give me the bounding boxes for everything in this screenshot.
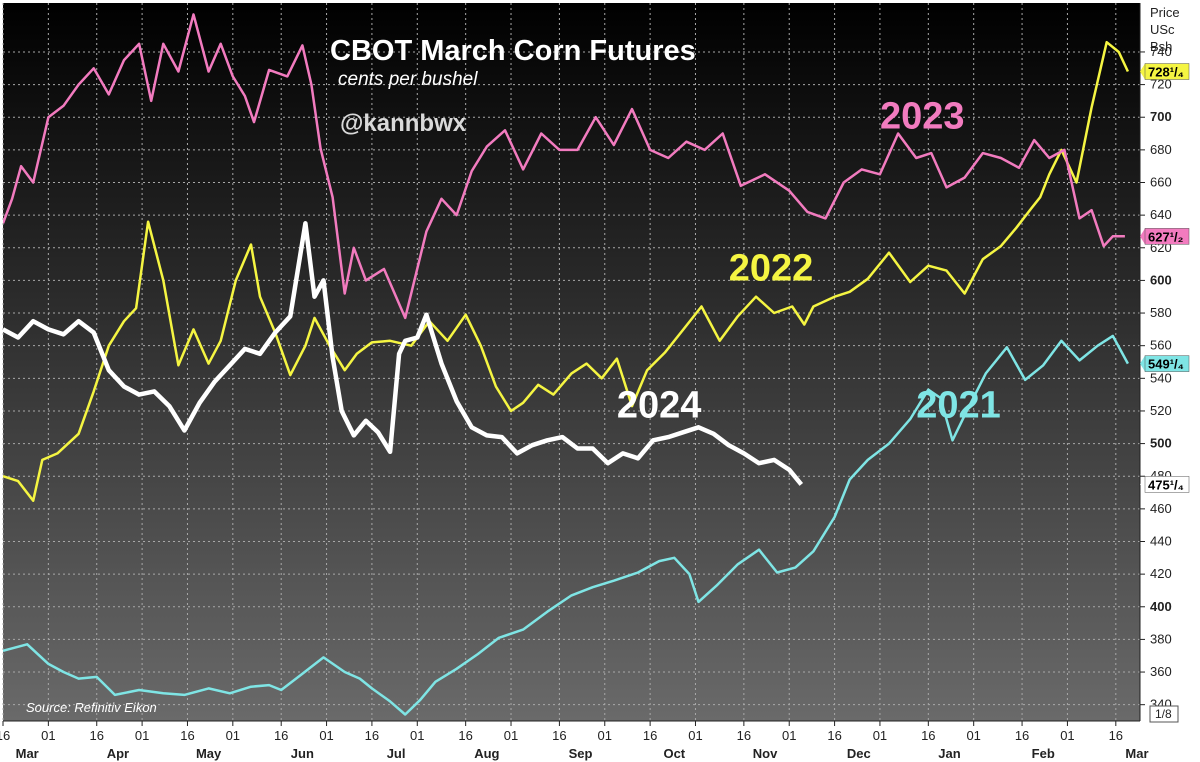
x-tick-label: 01 xyxy=(688,728,702,743)
x-tick-label: 01 xyxy=(1060,728,1074,743)
x-tick-label: 01 xyxy=(319,728,333,743)
y-tick-label: 440 xyxy=(1150,534,1172,549)
y-tick-label: 540 xyxy=(1150,370,1172,385)
y-tick-label: 520 xyxy=(1150,403,1172,418)
x-tick-label: 01 xyxy=(598,728,612,743)
x-tick-label: 01 xyxy=(135,728,149,743)
series-label-2021: 2021 xyxy=(916,384,1001,426)
series-label-2022: 2022 xyxy=(729,247,814,289)
x-month-label: Nov xyxy=(753,746,778,761)
y-tick-label: 680 xyxy=(1150,142,1172,157)
series-label-2023: 2023 xyxy=(880,96,965,138)
badge-label-2022: 728¹/₄ xyxy=(1148,65,1184,80)
y-tick-label: 700 xyxy=(1150,109,1172,124)
x-tick-label: 16 xyxy=(0,728,10,743)
y-tick-label: 380 xyxy=(1150,631,1172,646)
y-tick-label: 640 xyxy=(1150,207,1172,222)
last-price-badges: 549¹/₄ 728¹/₄ 627¹/₂ 475¹/₄ xyxy=(1140,63,1190,493)
badge-2022 xyxy=(1144,63,1190,80)
x-month-label: Jul xyxy=(387,746,406,761)
y-tick-label: 600 xyxy=(1150,272,1172,287)
badge-pointer-2022 xyxy=(1140,63,1145,80)
x-tick-label: 16 xyxy=(458,728,472,743)
x-month-label: Feb xyxy=(1032,746,1055,761)
x-month-label: Apr xyxy=(107,746,129,761)
x-tick-label: 16 xyxy=(1109,728,1123,743)
x-tick-label: 16 xyxy=(90,728,104,743)
series-line-2023 xyxy=(3,13,1125,320)
y-tick-label: 500 xyxy=(1150,436,1172,451)
chart-subtitle: cents per bushel xyxy=(338,69,478,90)
series-labels: 2023 2022 2024 2021 xyxy=(617,96,1001,427)
badge-label-2021: 549¹/₄ xyxy=(1148,357,1184,372)
y-tick-label: 360 xyxy=(1150,664,1172,679)
badge-label-2023: 627¹/₂ xyxy=(1148,229,1184,244)
x-tick-label: 16 xyxy=(365,728,379,743)
x-tick-label: 01 xyxy=(410,728,424,743)
x-tick-label: 01 xyxy=(873,728,887,743)
x-tick-label: 16 xyxy=(1015,728,1029,743)
series-line-2021 xyxy=(3,334,1129,716)
source-note: Source: Refinitiv Eikon xyxy=(26,700,157,715)
x-month-label: Jun xyxy=(291,746,314,761)
x-tick-label: 16 xyxy=(274,728,288,743)
x-axis: 16 01 16 01 16 01 16 01 16 01 16 01 16 01 16 01 16 01 16 01… xyxy=(0,720,1149,761)
y-tick-label: 560 xyxy=(1150,338,1172,353)
badge-pointer-2024 xyxy=(1140,476,1145,493)
x-month-label: Mar xyxy=(1125,746,1148,761)
x-tick-label: 16 xyxy=(643,728,657,743)
x-month-label: Oct xyxy=(663,746,685,761)
x-tick-label: 01 xyxy=(226,728,240,743)
badge-2021 xyxy=(1144,355,1190,372)
x-tick-label: 01 xyxy=(504,728,518,743)
series-lines xyxy=(3,13,1130,716)
y-tick-label: 460 xyxy=(1150,501,1172,516)
plot-background xyxy=(3,3,1140,721)
badge-label-2024: 475¹/₄ xyxy=(1148,477,1184,492)
chart-title: CBOT March Corn Futures xyxy=(330,35,696,67)
x-tick-label: 16 xyxy=(921,728,935,743)
y-tick-label: 580 xyxy=(1150,305,1172,320)
author-handle: @kannbwx xyxy=(340,110,467,137)
x-tick-label: 01 xyxy=(966,728,980,743)
x-tick-label: 16 xyxy=(180,728,194,743)
x-tick-label: 16 xyxy=(552,728,566,743)
y-tick-label: 740 xyxy=(1150,44,1172,59)
x-month-label: Mar xyxy=(16,746,39,761)
x-month-label: May xyxy=(196,746,222,761)
x-month-label: Sep xyxy=(569,746,593,761)
x-month-label: Aug xyxy=(474,746,499,761)
badge-2023 xyxy=(1144,228,1190,245)
badge-2024 xyxy=(1144,476,1190,493)
series-line-2022 xyxy=(3,40,1130,502)
badge-pointer-2023 xyxy=(1140,228,1145,245)
zoom-label[interactable]: 1/8 xyxy=(1155,707,1172,721)
x-tick-label: 01 xyxy=(782,728,796,743)
x-tick-label: 16 xyxy=(827,728,841,743)
zoom-box[interactable] xyxy=(1149,705,1179,723)
y-tick-label: 720 xyxy=(1150,77,1172,92)
y-tick-label: 420 xyxy=(1150,566,1172,581)
y-unit-bsh: Bsh xyxy=(1150,39,1172,54)
x-month-label: Dec xyxy=(847,746,871,761)
x-month-label: Jan xyxy=(938,746,960,761)
y-unit-price: Price xyxy=(1150,5,1180,20)
y-tick-label: 660 xyxy=(1150,175,1172,190)
x-tick-label: 16 xyxy=(737,728,751,743)
y-unit-usc: USc xyxy=(1150,22,1175,37)
y-tick-label: 400 xyxy=(1150,599,1172,614)
x-tick-label: 01 xyxy=(41,728,55,743)
series-line-2024 xyxy=(3,221,804,486)
badge-pointer-2021 xyxy=(1140,355,1145,372)
series-label-2024: 2024 xyxy=(617,384,702,426)
